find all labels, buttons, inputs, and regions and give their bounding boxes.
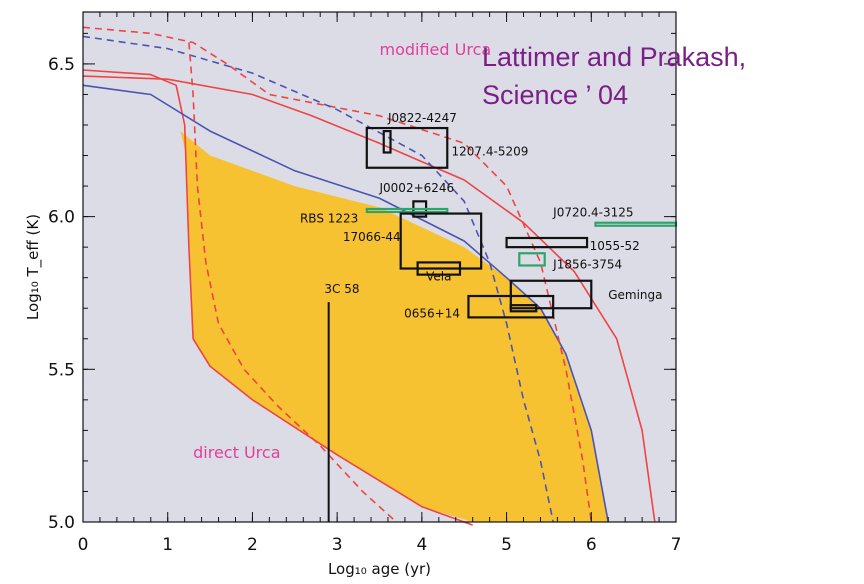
x-tick-label: 3 xyxy=(332,535,343,555)
label-rbs-1223: RBS 1223 xyxy=(300,212,358,226)
x-tick-label: 6 xyxy=(586,535,597,555)
cooling-curve-6 xyxy=(188,42,397,523)
label-j0822-4247: J0822-4247 xyxy=(387,111,457,125)
cooling-curve-3 xyxy=(82,84,609,523)
x-tick-label: 5 xyxy=(501,535,512,555)
x-axis-title: Log₁₀ age (yr) xyxy=(328,560,431,578)
label-3c-58: 3C 58 xyxy=(324,282,359,296)
box-0656-14 xyxy=(467,294,555,319)
box-17066-44 xyxy=(399,212,483,270)
label-vela: Vela xyxy=(426,270,451,284)
citation-line2: Science ’ 04 xyxy=(482,80,629,110)
label-j1856-3754: J1856-3754 xyxy=(552,258,622,272)
box-j0822-4247-marker xyxy=(382,130,392,154)
x-tick-label: 2 xyxy=(247,535,258,555)
label-1055-52: 1055-52 xyxy=(590,239,640,253)
label-geminga: Geminga xyxy=(608,288,662,302)
box-j0822-4247 xyxy=(365,126,449,169)
cooling-curve-4 xyxy=(82,26,593,523)
x-tick-label: 7 xyxy=(671,535,682,555)
y-tick-label: 6.0 xyxy=(48,208,75,228)
box-vela xyxy=(416,261,462,276)
box-rbs-1223 xyxy=(365,207,449,214)
x-tick-label: 4 xyxy=(416,535,427,555)
x-tick-label: 1 xyxy=(162,535,173,555)
box-0656-14-inner xyxy=(509,304,538,313)
label-j0002-6246: J0002+6246 xyxy=(379,181,455,195)
x-tick-label: 0 xyxy=(78,535,89,555)
citation: Lattimer and Prakash, Science ’ 04 xyxy=(482,38,746,114)
label-0656-14: 0656+14 xyxy=(404,306,460,320)
axis-ticks xyxy=(82,12,677,523)
chart-labels: J0822-4247 1207.4-5209 J0002+6246 RBS 1223 1… xyxy=(24,40,681,578)
allowed-region xyxy=(180,131,609,522)
plot-frame xyxy=(82,11,677,523)
cooling-curve-5 xyxy=(82,35,554,523)
box-geminga xyxy=(509,279,593,310)
y-tick-label: 5.5 xyxy=(48,360,75,380)
citation-line1: Lattimer and Prakash, xyxy=(482,42,747,72)
box-1055-52 xyxy=(505,236,589,249)
cooling-region xyxy=(180,131,609,522)
region-label-direct-urca: direct Urca xyxy=(193,443,280,462)
plot-border xyxy=(82,11,677,523)
cooling-curves xyxy=(82,26,656,526)
region-label-modified-urca: modified Urca xyxy=(380,40,492,59)
box-j1856-3754 xyxy=(518,252,546,267)
label-1207-4-5209: 1207.4-5209 xyxy=(452,145,529,159)
observation-boxes xyxy=(365,126,678,319)
label-j0720-4-3125: J0720.4-3125 xyxy=(552,206,633,220)
cooling-curve-1 xyxy=(82,69,473,526)
y-tick-label: 6.5 xyxy=(48,55,75,75)
cooling-curve-2 xyxy=(82,75,656,523)
label-17066-44: 17066-44 xyxy=(343,230,401,244)
y-axis-title: Log₁₀ T_eff (K) xyxy=(24,214,43,320)
y-tick-label: 5.0 xyxy=(48,513,75,533)
